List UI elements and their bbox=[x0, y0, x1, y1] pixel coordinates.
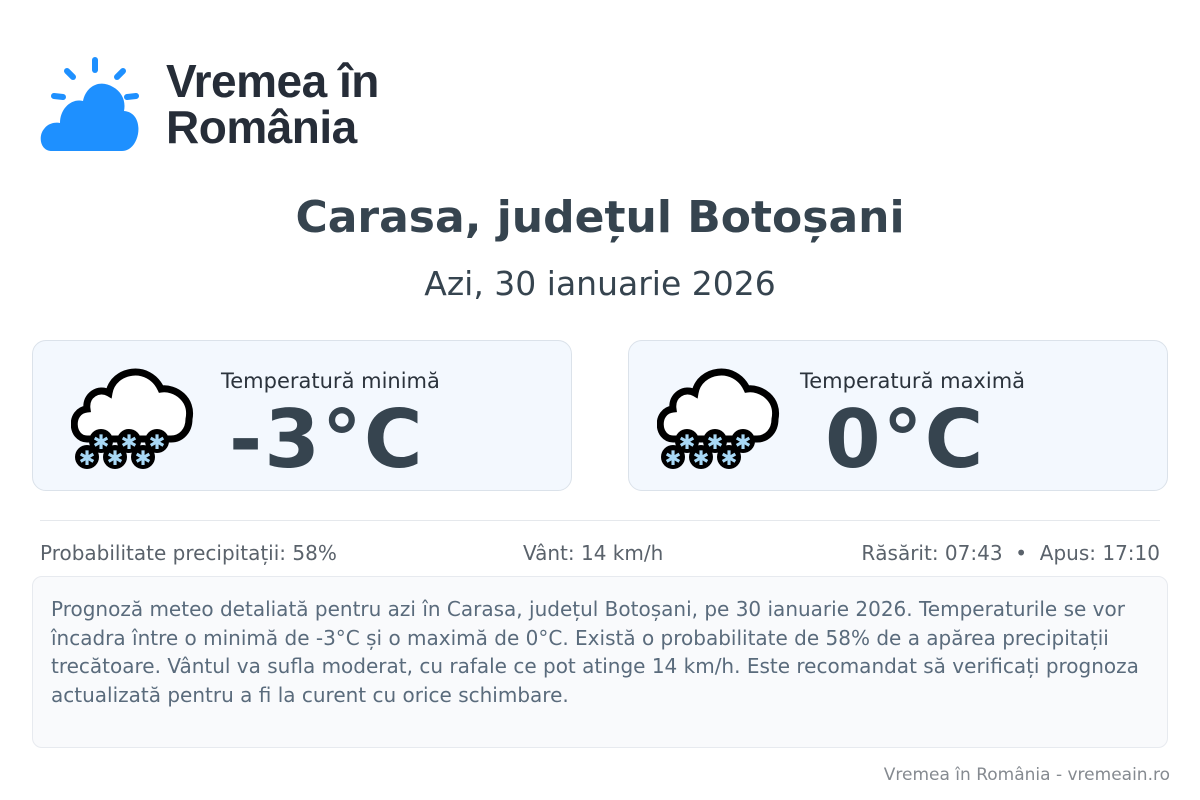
max-temp-label: Temperatură maximă bbox=[800, 369, 1026, 393]
min-temp-value: -3°C bbox=[229, 393, 425, 486]
snow-cloud-icon: ✱ ✱ ✱ ✱ ✱ ✱ bbox=[71, 368, 194, 470]
wind-stat: Vânt: 14 km/h bbox=[523, 541, 664, 565]
max-temp-card: ✱ ✱ ✱ ✱ ✱ ✱ Temperatură maximă 0°C bbox=[628, 340, 1168, 491]
svg-text:✱: ✱ bbox=[107, 446, 124, 470]
divider bbox=[40, 520, 1160, 521]
svg-text:✱: ✱ bbox=[679, 430, 696, 454]
svg-text:✱: ✱ bbox=[121, 430, 138, 454]
svg-text:✱: ✱ bbox=[149, 430, 166, 454]
brand-line-2: România bbox=[166, 101, 357, 153]
min-temp-card: ✱ ✱ ✱ ✱ ✱ ✱ Temperatură minimă -3°C bbox=[32, 340, 572, 491]
svg-text:✱: ✱ bbox=[721, 446, 738, 470]
page-title: Carasa, județul Botoșani bbox=[295, 192, 905, 243]
svg-text:✱: ✱ bbox=[665, 446, 682, 470]
sun-times-stat: Răsărit: 07:43 • Apus: 17:10 bbox=[861, 541, 1160, 565]
svg-text:✱: ✱ bbox=[93, 430, 110, 454]
forecast-description: Prognoză meteo detaliată pentru azi în C… bbox=[32, 576, 1168, 748]
brand-line-1: Vremea în bbox=[166, 55, 379, 107]
min-temp-label: Temperatură minimă bbox=[221, 369, 440, 393]
svg-text:✱: ✱ bbox=[735, 430, 752, 454]
sun-cloud-icon bbox=[40, 57, 139, 151]
forecast-date: Azi, 30 ianuarie 2026 bbox=[424, 264, 776, 303]
footer-credit[interactable]: Vremea în România - vremeain.ro bbox=[883, 765, 1170, 785]
svg-text:✱: ✱ bbox=[79, 446, 96, 470]
brand-name: Vremea în România bbox=[166, 58, 379, 150]
logo[interactable]: Vremea în România bbox=[38, 56, 379, 152]
svg-text:✱: ✱ bbox=[707, 430, 724, 454]
svg-text:✱: ✱ bbox=[135, 446, 152, 470]
svg-text:✱: ✱ bbox=[693, 446, 710, 470]
snow-cloud-icon: ✱ ✱ ✱ ✱ ✱ ✱ bbox=[657, 368, 780, 470]
precipitation-stat: Probabilitate precipitații: 58% bbox=[40, 541, 337, 565]
max-temp-value: 0°C bbox=[825, 393, 986, 486]
